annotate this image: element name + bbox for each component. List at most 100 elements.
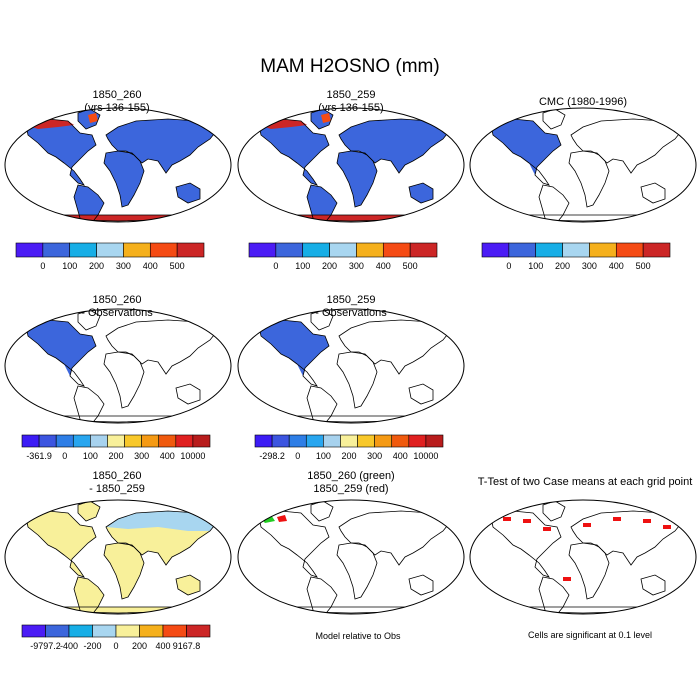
colorbar-label: 0 (113, 641, 118, 651)
colorbar-panel-5: -298.2 0 100 200 300 400 10000 (254, 434, 444, 461)
panel-5-title-line1: 1850_259 (326, 294, 376, 306)
colorbar-swatch (248, 242, 277, 258)
map-border (469, 499, 697, 615)
colorbar-swatch (642, 242, 671, 258)
colorbar-swatch (139, 624, 164, 638)
colorbar-label: 500 (170, 261, 185, 271)
colorbar-label: 500 (636, 261, 651, 271)
colorbar-label: 300 (367, 451, 382, 461)
colorbar-swatch (45, 624, 70, 638)
colorbar-swatch (21, 434, 40, 448)
significant-cell (613, 517, 621, 521)
panel-title-cmc: CMC (1980-1996) (463, 96, 700, 109)
panel-2-title-line1: 1850_259 (326, 89, 376, 101)
colorbar-label: 0 (295, 451, 300, 461)
colorbar-swatch (123, 242, 151, 258)
colorbar-swatch (305, 434, 324, 448)
colorbar-label: 500 (403, 261, 418, 271)
colorbar-label: 0 (40, 261, 45, 271)
map-border (4, 107, 232, 223)
colorbar-label: 200 (108, 451, 123, 461)
colorbar-label: 100 (83, 451, 98, 461)
colorbar-label: 300 (349, 261, 364, 271)
colorbar-swatch (141, 434, 160, 448)
panel-title-green-red: 1850_260 (green) 1850_259 (red) (231, 470, 471, 496)
colorbar-swatch (481, 242, 510, 258)
panel-6-title-line1: 1850_260 (92, 470, 142, 482)
colorbar-swatch (158, 434, 177, 448)
red-cells (277, 515, 287, 522)
colorbar-label: 100 (62, 261, 77, 271)
panel-6-title-line2: - 1850_259 (89, 483, 145, 495)
colorbar-swatch (356, 242, 384, 258)
colorbar-swatch (72, 434, 91, 448)
colorbar-swatch (192, 434, 211, 448)
colorbar-label: 100 (528, 261, 543, 271)
colorbar-label: 400 (143, 261, 158, 271)
colorbar-label: 0 (273, 261, 278, 271)
colorbar-label: 100 (316, 451, 331, 461)
colorbar-swatch (275, 242, 304, 258)
colorbar-label: 9167.8 (173, 641, 201, 651)
colorbar-swatch (55, 434, 74, 448)
colorbar-label: 400 (376, 261, 391, 271)
colorbar-swatch (92, 624, 117, 638)
colorbar-swatch (408, 434, 427, 448)
colorbar-swatch (21, 624, 46, 638)
colorbar-label: 400 (393, 451, 408, 461)
colorbar-swatch (288, 434, 307, 448)
colorbar-swatch (391, 434, 410, 448)
significant-cell (503, 517, 511, 521)
colorbar-swatch (535, 242, 563, 258)
colorbar-swatch (340, 434, 358, 448)
colorbar-swatch (357, 434, 375, 448)
namerica-snow (26, 320, 96, 376)
colorbar-swatch (175, 434, 194, 448)
colorbar-swatch (186, 624, 211, 638)
colorbar-swatch (271, 434, 290, 448)
colorbar-label: -9797.2 (30, 641, 61, 651)
colorbar-swatch (176, 242, 205, 258)
colorbar-swatch (107, 434, 125, 448)
colorbar-label: 400 (155, 641, 170, 651)
colorbar-label: 300 (134, 451, 149, 461)
colorbar-swatch (90, 434, 108, 448)
colorbar-label: 100 (295, 261, 310, 271)
map-border (237, 107, 465, 223)
panel-title-ttest: T-Test of two Case means at each grid po… (455, 476, 700, 489)
colorbar-panel-3: 0 100 200 300 400 500 (481, 242, 671, 271)
colorbar-panel-2: 0 100 200 300 400 500 (248, 242, 438, 271)
colorbar-label: -361.9 (26, 451, 52, 461)
high-snow-north (259, 119, 307, 129)
greenland-snow (321, 113, 331, 123)
colorbar-panel-1: 0 100 200 300 400 500 (15, 242, 205, 271)
colorbar-swatch (409, 242, 438, 258)
colorbar-label: 200 (322, 261, 337, 271)
colorbar-label: -200 (83, 641, 101, 651)
note-significance: Cells are significant at 0.1 level (527, 630, 653, 640)
significant-cell (583, 523, 591, 527)
panel-title-260-minus-259: 1850_260 - 1850_259 (0, 470, 237, 496)
colorbar-panel-4: -361.9 0 100 200 300 400 10000 (21, 434, 211, 461)
colorbar-swatch (562, 242, 590, 258)
greenland-snow (88, 113, 98, 123)
colorbar-swatch (42, 242, 71, 258)
colorbar-label: 0 (506, 261, 511, 271)
colorbar-label: 200 (555, 261, 570, 271)
colorbar-label: 300 (116, 261, 131, 271)
colorbar-swatch (615, 242, 644, 258)
colorbar-swatch (162, 624, 187, 638)
significant-cell (543, 527, 551, 531)
colorbar-label: 200 (341, 451, 356, 461)
namerica-snow (491, 119, 561, 175)
colorbar-swatch (508, 242, 537, 258)
colorbar-label: -400 (60, 641, 78, 651)
colorbar-swatch (124, 434, 142, 448)
colorbar-label: 10000 (413, 451, 438, 461)
colorbar-label: 200 (132, 641, 147, 651)
colorbar-swatch (329, 242, 357, 258)
panel-1-title-line1: 1850_260 (92, 89, 142, 101)
significant-cell (563, 577, 571, 581)
panel-7-title-line2: 1850_259 (red) (313, 483, 389, 495)
